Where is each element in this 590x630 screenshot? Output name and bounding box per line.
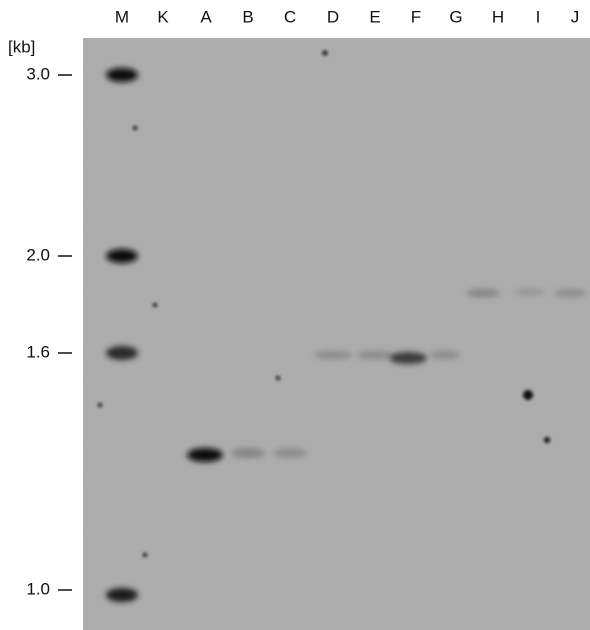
size-label: 1.6 [26,342,50,361]
lane-label: A [200,7,212,26]
lane-label: F [411,7,421,26]
lane-label: G [449,7,462,26]
size-markers: 3.0 2.0 1.6 1.0 [26,64,72,598]
lane-label: C [284,7,296,26]
lane-label: B [242,7,253,26]
specks [98,50,550,557]
bands [106,68,586,602]
unit-label: [kb] [8,37,35,56]
lane-label: M [115,7,129,26]
size-label: 3.0 [26,64,50,83]
lane-label: K [157,7,169,26]
lane-label: J [571,7,580,26]
size-label: 2.0 [26,245,50,264]
size-label: 1.0 [26,579,50,598]
lane-label: H [492,7,504,26]
lane-label: I [536,7,541,26]
membrane [83,38,590,630]
lane-label: E [369,7,380,26]
lane-label: D [327,7,339,26]
